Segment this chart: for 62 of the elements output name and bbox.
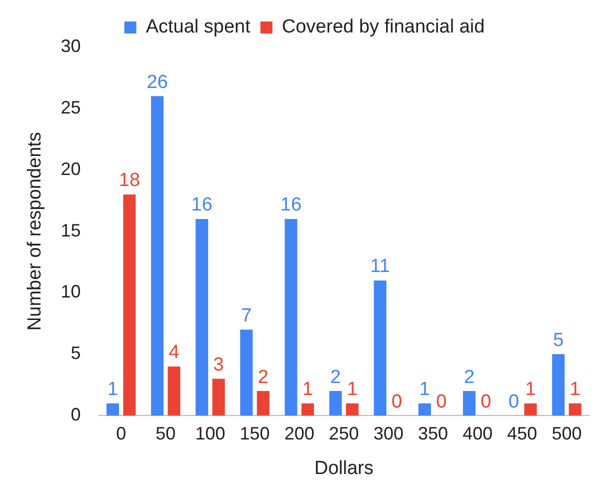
y-axis-title: Number of respondents — [24, 132, 46, 331]
x-tick-label: 500 — [552, 423, 582, 444]
data-label: 18 — [118, 170, 140, 192]
x-tick-label: 300 — [373, 423, 404, 444]
bar — [418, 403, 431, 416]
data-label: 1 — [302, 379, 313, 400]
bar — [151, 96, 164, 416]
legend-label: Actual spent — [146, 16, 252, 38]
x-tick-label: 50 — [156, 423, 176, 444]
bar — [240, 330, 253, 416]
data-label: 3 — [213, 354, 224, 376]
data-label: 0 — [508, 391, 520, 412]
data-label: 16 — [191, 194, 212, 216]
data-label: 2 — [258, 366, 268, 388]
data-label: 2 — [464, 366, 475, 388]
data-label: 1 — [525, 379, 536, 400]
bar — [256, 391, 270, 416]
data-label: 16 — [280, 194, 302, 216]
bar — [374, 280, 386, 416]
data-label: 11 — [370, 256, 390, 278]
y-tick-label: 25 — [60, 97, 81, 118]
bar — [301, 403, 314, 416]
bar — [462, 391, 476, 416]
bar — [168, 366, 180, 416]
data-label: 1 — [107, 379, 118, 400]
data-label: 1 — [346, 379, 358, 400]
y-tick-label: 30 — [60, 36, 81, 56]
bar — [524, 403, 537, 416]
bar — [106, 403, 120, 416]
y-tick-label: 20 — [60, 158, 81, 179]
x-axis-title: Dollars — [314, 458, 374, 479]
x-tick-label: 150 — [240, 423, 270, 444]
bar — [196, 219, 208, 416]
data-label: 4 — [168, 342, 180, 364]
x-tick-label: 450 — [507, 423, 538, 444]
data-label: 2 — [330, 366, 341, 388]
data-label: 0 — [480, 391, 492, 412]
data-label: 1 — [570, 379, 580, 400]
data-label: 5 — [553, 330, 564, 351]
bar — [212, 378, 225, 416]
x-tick-label: 100 — [195, 423, 226, 444]
bar — [346, 403, 359, 416]
y-tick-label: 15 — [60, 220, 81, 240]
data-label: 1 — [419, 379, 430, 400]
bar — [568, 403, 582, 416]
y-tick-label: 5 — [70, 343, 81, 364]
data-label: 7 — [241, 305, 252, 326]
y-tick-label: 10 — [60, 282, 81, 302]
data-label: 26 — [146, 72, 168, 93]
x-tick-label: 400 — [462, 423, 493, 444]
data-label: 0 — [392, 391, 402, 412]
x-tick-label: 200 — [284, 423, 314, 444]
legend-label: Covered by financial aid — [282, 16, 485, 38]
x-tick-label: 350 — [418, 423, 448, 444]
bar — [552, 354, 565, 416]
bar — [123, 194, 136, 416]
y-tick-label: 0 — [70, 404, 81, 425]
bar — [329, 391, 342, 416]
x-tick-label: 0 — [116, 423, 126, 444]
data-label: 0 — [436, 391, 447, 412]
x-tick-label: 250 — [328, 423, 359, 444]
bar — [284, 219, 298, 416]
